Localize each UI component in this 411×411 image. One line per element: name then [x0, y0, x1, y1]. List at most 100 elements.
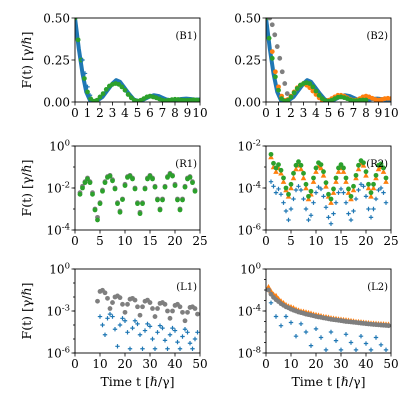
- data-point: [273, 314, 279, 319]
- data-point: [373, 196, 379, 202]
- x-axis: 0 10 20 30 40 50: [262, 353, 399, 371]
- data-point: [288, 185, 294, 191]
- plot-area: [77, 170, 198, 223]
- data-point: [348, 217, 354, 223]
- data-point: [380, 168, 387, 174]
- data-point: [361, 184, 366, 189]
- data-point: [170, 325, 175, 331]
- data-point: [152, 184, 158, 190]
- data-point: [335, 168, 342, 174]
- data-point: [87, 93, 93, 98]
- x-tick-label: 10: [308, 234, 323, 248]
- data-point: [278, 167, 284, 173]
- data-point: [318, 186, 324, 192]
- data-point: [368, 193, 374, 199]
- data-point: [81, 76, 87, 81]
- data-point: [363, 341, 369, 346]
- data-point: [105, 316, 110, 321]
- data-point: [77, 191, 83, 197]
- data-point: [92, 207, 98, 213]
- data-point: [323, 205, 329, 210]
- data-point: [190, 180, 195, 186]
- panel-r1: 0 5 10 15 20 25 10-4 10-2 100 (R1) F(t) [γ/ℏ]: [19, 139, 208, 249]
- x-tick-label: 5: [287, 234, 295, 248]
- series-green-dot: [75, 18, 200, 102]
- data-point: [192, 306, 198, 311]
- data-point: [356, 187, 361, 193]
- data-point: [150, 336, 155, 342]
- data-point: [294, 86, 300, 91]
- data-point: [132, 186, 138, 192]
- data-point: [152, 346, 158, 351]
- x-tick-label: 2: [287, 106, 295, 120]
- data-point: [269, 49, 275, 54]
- data-point: [175, 197, 180, 203]
- series-gray-dot: [95, 287, 200, 324]
- data-point: [147, 300, 153, 305]
- data-point: [370, 185, 377, 191]
- data-point: [363, 97, 369, 102]
- data-point: [276, 186, 281, 192]
- data-point: [363, 194, 369, 199]
- data-point: [185, 309, 190, 315]
- data-point: [346, 186, 351, 192]
- data-point: [107, 311, 113, 317]
- data-point: [82, 71, 88, 76]
- data-point: [132, 318, 138, 323]
- data-point: [303, 181, 309, 187]
- data-point: [331, 211, 336, 216]
- data-point: [381, 165, 386, 171]
- x-axis-label: Time t [ℏ/γ]: [100, 374, 174, 389]
- data-point: [157, 207, 163, 213]
- data-point: [170, 173, 175, 179]
- data-point: [321, 194, 326, 199]
- data-point: [323, 183, 329, 189]
- data-point: [383, 178, 389, 184]
- data-point: [291, 170, 296, 176]
- data-point: [291, 90, 297, 96]
- data-point: [142, 186, 148, 192]
- data-point: [353, 196, 359, 202]
- data-point: [177, 304, 183, 310]
- data-point: [311, 200, 316, 205]
- data-point: [368, 215, 374, 220]
- data-point: [266, 287, 271, 293]
- x-tick-label: 0: [71, 234, 79, 248]
- data-point: [102, 290, 108, 296]
- data-point: [95, 298, 100, 304]
- data-point: [273, 168, 279, 174]
- data-point: [180, 334, 185, 339]
- x-tick-label: 20: [117, 357, 132, 371]
- data-point: [303, 329, 309, 335]
- data-point: [343, 178, 349, 184]
- y-tick-label: 10-6: [237, 223, 261, 238]
- data-point: [353, 172, 359, 178]
- data-point: [298, 321, 304, 327]
- data-point: [97, 314, 103, 319]
- data-point: [333, 338, 339, 343]
- x-tick-label: 15: [333, 234, 348, 248]
- data-point: [90, 191, 95, 197]
- data-point: [288, 206, 294, 212]
- data-point: [172, 328, 178, 333]
- y-tick-label: 0.25: [43, 54, 70, 68]
- data-point: [180, 309, 185, 315]
- x-tick-label: 10: [383, 106, 398, 120]
- panel-annotation: (B2): [366, 31, 388, 42]
- data-point: [107, 173, 113, 179]
- data-point: [278, 192, 284, 197]
- data-point: [125, 92, 131, 97]
- data-point: [195, 330, 200, 335]
- data-point: [358, 182, 364, 187]
- data-point: [182, 327, 188, 332]
- data-point: [353, 347, 359, 353]
- data-point: [75, 18, 78, 21]
- data-point: [95, 217, 100, 223]
- data-point: [368, 190, 374, 196]
- plot-area: [266, 284, 391, 353]
- y-axis: 0.00 0.25 0.50: [234, 12, 266, 110]
- data-point: [137, 312, 143, 318]
- data-point: [351, 183, 356, 189]
- data-point: [97, 201, 103, 207]
